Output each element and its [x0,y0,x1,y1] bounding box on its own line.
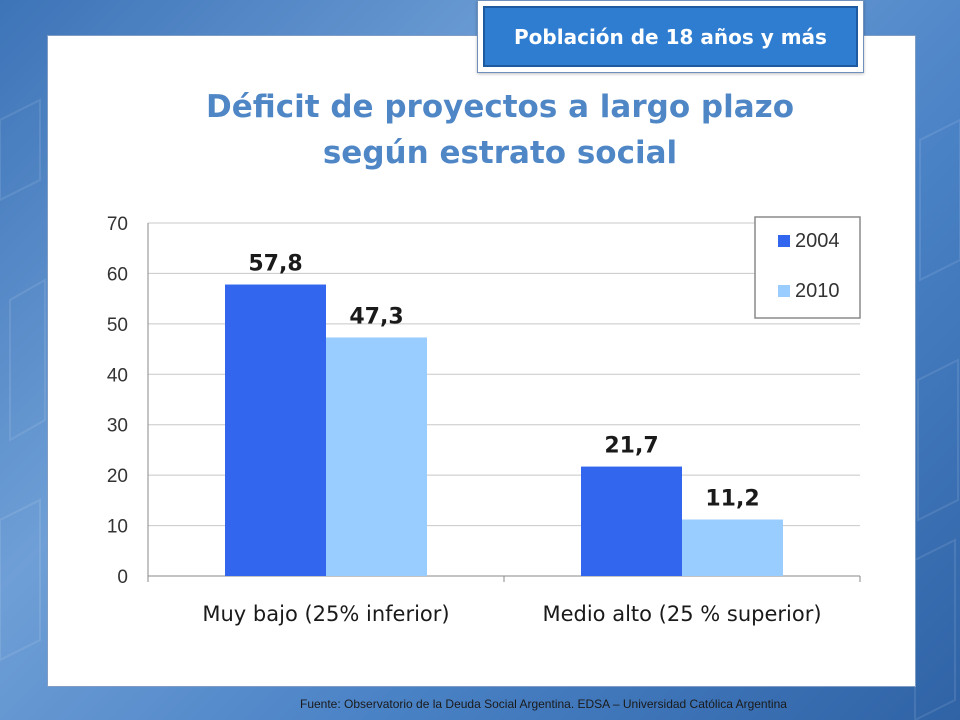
population-badge: Población de 18 años y más [477,0,864,73]
population-badge-text: Población de 18 años y más [514,24,827,49]
y-tick-label: 50 [107,315,128,336]
y-tick-label: 40 [107,365,128,386]
bar-2004 [581,466,682,576]
bar-2010 [682,519,783,576]
bar-2010 [326,337,427,576]
y-tick-label: 10 [107,517,128,538]
bar-2004 [225,284,326,576]
chart-title-line1: Déficit de proyectos a largo plazo [205,89,794,125]
data-label: 11,2 [705,487,759,512]
legend-box [754,216,861,319]
legend-label: 2010 [795,280,840,302]
population-badge-inner: Población de 18 años y más [483,6,858,67]
chart-title-line2: según estrato social [322,135,678,171]
data-label: 57,8 [248,252,302,277]
y-tick-label: 0 [117,567,128,588]
y-tick-label: 30 [107,416,128,437]
legend-label: 2004 [795,230,840,252]
y-tick-label: 70 [107,214,128,235]
data-label: 21,7 [604,434,658,459]
x-category-label: Medio alto (25 % superior) [542,602,821,626]
data-label: 47,3 [349,304,403,329]
chart-title: Déficit de proyectos a largo plazo según… [110,84,890,176]
x-category-label: Muy bajo (25% inferior) [202,602,449,626]
source-note: Fuente: Observatorio de la Deuda Social … [300,697,787,711]
y-tick-label: 20 [107,466,128,487]
y-tick-label: 60 [107,264,128,285]
legend-swatch-2004 [778,235,790,247]
slide-panel [47,35,916,687]
legend-swatch-2010 [778,285,790,297]
